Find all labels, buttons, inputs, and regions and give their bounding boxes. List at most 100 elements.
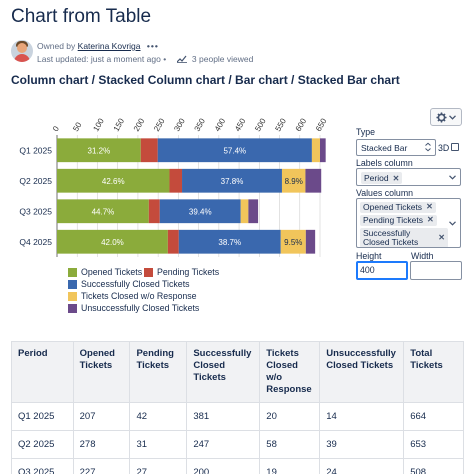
width-label: Width — [411, 251, 434, 261]
table-row: Q1 2025 207 42 381 20 14 664 — [11, 401, 464, 431]
legend-swatch — [144, 267, 153, 277]
data-label: 37.8% — [221, 177, 244, 186]
tick-label: 200 — [132, 116, 147, 133]
avatar[interactable] — [11, 40, 33, 62]
chart-settings-button[interactable] — [430, 108, 462, 126]
values-column-tag: Opened Tickets ✕ — [360, 202, 436, 213]
column-header[interactable]: Successfully Closed Tickets — [186, 341, 261, 403]
page-title: Chart from Table — [11, 6, 152, 27]
values-column-select[interactable]: Opened Tickets ✕ Pending Tickets ✕ Successfu… — [356, 198, 461, 248]
tick-label: 300 — [172, 116, 187, 133]
table-row: Q2 2025 278 31 247 58 39 653 — [11, 429, 464, 459]
data-label: 39.4% — [189, 207, 212, 216]
bar-segment — [248, 199, 259, 224]
category-label: Q3 2025 — [19, 206, 52, 216]
tick-label: 150 — [112, 116, 127, 133]
column-header[interactable]: Unsuccessfully Closed Tickets — [319, 341, 405, 403]
table-cell: Q3 2025 — [11, 457, 74, 474]
close-icon[interactable]: ✕ — [427, 215, 434, 225]
more-actions-icon[interactable]: ••• — [146, 41, 159, 51]
owner-line: Owned by Katerina Kovriga ••• — [37, 41, 159, 51]
values-column-tag: Pending Tickets ✕ — [360, 214, 437, 226]
table-cell: 27 — [129, 457, 188, 474]
legend-swatch — [68, 267, 77, 277]
tick-label: 0 — [51, 124, 61, 133]
chevron-down-icon — [449, 114, 456, 120]
tick-label: 550 — [273, 116, 288, 133]
owner-link[interactable]: Katerina Kovriga — [77, 41, 141, 51]
table-cell: 381 — [186, 401, 261, 431]
views-count[interactable]: 3 people viewed — [191, 54, 254, 64]
height-input[interactable]: 400 — [356, 261, 408, 280]
values-column-value: Pending Tickets — [363, 214, 424, 225]
tick-label: 450 — [233, 116, 248, 133]
table-cell: 247 — [186, 429, 261, 459]
column-header[interactable]: Tickets Closed w/o Response — [259, 341, 321, 403]
legend-item[interactable]: Unsuccessfully Closed Tickets — [68, 303, 199, 313]
legend-item[interactable]: Pending Tickets — [144, 267, 219, 277]
bar-segment — [57, 138, 141, 163]
close-icon[interactable]: ✕ — [438, 232, 445, 242]
table-cell: 58 — [259, 429, 321, 459]
column-header[interactable]: Total Tickets — [403, 341, 464, 403]
table-cell: 227 — [72, 457, 131, 474]
legend-item[interactable]: Opened Tickets — [68, 267, 142, 277]
bar-segment — [57, 168, 170, 193]
table-cell: 200 — [186, 457, 261, 474]
bar-segment — [159, 199, 241, 224]
legend-item[interactable]: Tickets Closed w/o Response — [68, 291, 197, 301]
updated-line: Last updated: just a moment ago • 3 peop… — [37, 54, 253, 65]
bar-segment — [57, 199, 149, 224]
values-column-tag: Successfully Closed Tickets ✕ — [360, 227, 448, 247]
labels-column-value: Period — [364, 173, 389, 183]
data-label: 42.6% — [102, 177, 125, 186]
table-cell: 31 — [129, 429, 188, 459]
threed-checkbox[interactable] — [451, 143, 459, 151]
width-input[interactable] — [410, 261, 462, 280]
legend-label: Tickets Closed w/o Response — [81, 291, 197, 301]
column-header[interactable]: Opened Tickets — [72, 341, 131, 403]
table-cell: 19 — [259, 457, 321, 474]
legend-item[interactable]: Successfully Closed Tickets — [68, 279, 190, 289]
tick-label: 600 — [294, 116, 309, 133]
last-updated: Last updated: just a moment ago — [37, 54, 161, 64]
labels-column-label: Labels column — [356, 158, 413, 168]
column-header[interactable]: Period — [11, 341, 74, 403]
data-label: 8.9% — [285, 177, 303, 186]
bar-segment — [281, 168, 306, 193]
table-cell: 207 — [72, 401, 131, 431]
bar-segment — [305, 229, 316, 254]
legend-swatch — [68, 303, 77, 313]
legend-label: Pending Tickets — [157, 267, 220, 277]
bar-segment — [320, 138, 326, 163]
chart-type-select[interactable]: Stacked Bar — [356, 139, 436, 156]
bar-segment — [305, 168, 322, 193]
bar-segment — [57, 229, 168, 254]
legend-swatch — [68, 279, 77, 289]
gear-icon — [436, 111, 447, 123]
tick-label: 500 — [253, 116, 268, 133]
table-cell: 278 — [72, 429, 131, 459]
chevron-down-icon — [449, 172, 456, 182]
bar-segment — [240, 199, 249, 224]
owned-by-prefix: Owned by — [37, 41, 76, 51]
table-cell: 39 — [319, 429, 405, 459]
column-header[interactable]: Pending Tickets — [129, 341, 188, 403]
category-label: Q1 2025 — [19, 145, 52, 155]
table-cell: 24 — [319, 457, 405, 474]
table-header-row: Period Opened Tickets Pending Tickets Succe… — [11, 341, 464, 403]
category-label: Q4 2025 — [19, 237, 52, 247]
data-label: 31.2% — [88, 146, 111, 155]
table-cell: 653 — [403, 429, 464, 459]
data-label: 57.4% — [223, 146, 246, 155]
values-column-value: Successfully Closed Tickets — [363, 227, 419, 247]
table-cell: 42 — [129, 401, 188, 431]
data-label: 44.7% — [92, 207, 115, 216]
values-column-label: Values column — [356, 188, 414, 198]
table-cell: 508 — [403, 457, 464, 474]
close-icon[interactable]: ✕ — [392, 173, 400, 183]
labels-column-select[interactable]: Period ✕ — [356, 168, 461, 186]
table-cell: Q2 2025 — [11, 429, 74, 459]
close-icon[interactable]: ✕ — [426, 202, 433, 212]
bar-segment — [182, 168, 282, 193]
